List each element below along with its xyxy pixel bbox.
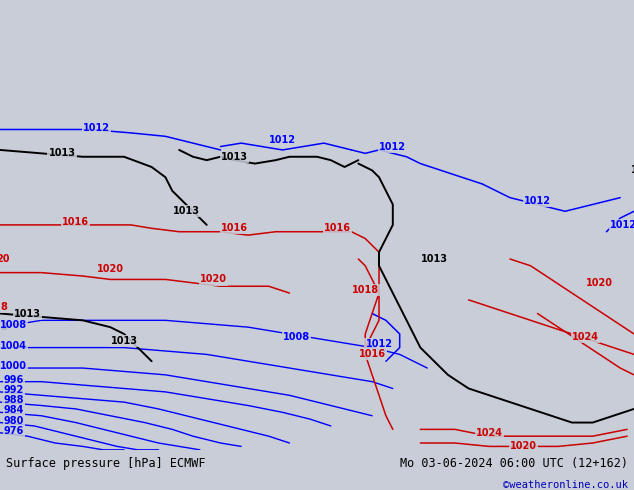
Text: 980: 980: [4, 416, 24, 425]
Text: 992: 992: [4, 385, 24, 395]
Text: 1020: 1020: [97, 264, 124, 274]
Text: 1012: 1012: [379, 142, 406, 151]
Text: 1020: 1020: [586, 278, 613, 288]
Text: 1024: 1024: [476, 428, 503, 438]
Text: 996: 996: [4, 375, 24, 385]
Text: 1013: 1013: [14, 309, 41, 318]
Text: 1000: 1000: [0, 361, 27, 371]
Text: 1008: 1008: [0, 320, 27, 330]
Text: 1016: 1016: [359, 349, 385, 359]
Text: Mo 03-06-2024 06:00 UTC (12+162): Mo 03-06-2024 06:00 UTC (12+162): [399, 457, 628, 470]
Text: 1013: 1013: [110, 336, 138, 346]
Text: 1016: 1016: [221, 223, 248, 233]
Text: 984: 984: [4, 405, 24, 416]
Text: 1016: 1016: [62, 217, 89, 226]
Text: 1013: 1013: [172, 206, 200, 216]
Text: 1012: 1012: [83, 123, 110, 133]
Text: 1024: 1024: [573, 332, 599, 343]
Text: 1020: 1020: [200, 274, 227, 284]
Text: 1016: 1016: [324, 223, 351, 233]
Text: 976: 976: [4, 426, 24, 436]
Text: 1012: 1012: [524, 196, 551, 206]
Text: 1020: 1020: [510, 441, 537, 451]
Text: 1018: 1018: [352, 285, 378, 294]
Text: 988: 988: [4, 395, 24, 405]
Text: 1013: 1013: [221, 152, 248, 162]
Text: 8: 8: [0, 302, 7, 312]
Text: ©weatheronline.co.uk: ©weatheronline.co.uk: [503, 480, 628, 490]
Text: 1013: 1013: [420, 254, 448, 264]
Text: 1008: 1008: [283, 332, 310, 343]
Text: 1012: 1012: [366, 339, 392, 349]
Text: 1012: 1012: [610, 220, 634, 230]
Text: 20: 20: [0, 254, 10, 264]
Text: Surface pressure [hPa] ECMWF: Surface pressure [hPa] ECMWF: [6, 457, 206, 470]
Text: 1004: 1004: [0, 341, 27, 350]
Text: 1: 1: [631, 166, 634, 175]
Text: 1013: 1013: [49, 148, 75, 158]
Text: 1012: 1012: [269, 135, 296, 145]
Text: 3: 3: [0, 322, 7, 332]
